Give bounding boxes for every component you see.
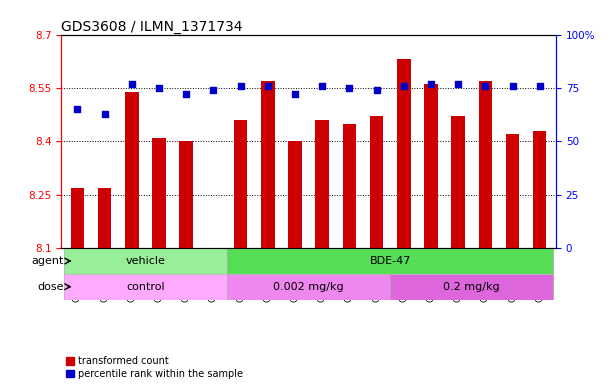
Bar [227, 274, 390, 300]
Point [263, 83, 273, 89]
Point [208, 87, 218, 93]
Bar [343, 124, 356, 248]
Legend: transformed count, percentile rank within the sample: transformed count, percentile rank withi… [66, 356, 243, 379]
Bar [98, 188, 111, 248]
Point [453, 81, 463, 87]
Text: vehicle: vehicle [125, 256, 166, 266]
Text: 0.002 mg/kg: 0.002 mg/kg [273, 282, 344, 292]
Text: GDS3608 / ILMN_1371734: GDS3608 / ILMN_1371734 [61, 20, 243, 33]
Point [399, 83, 409, 89]
Bar [261, 81, 274, 248]
Text: BDE-47: BDE-47 [370, 256, 411, 266]
Point [535, 83, 544, 89]
Text: agent: agent [31, 256, 64, 266]
Point [371, 87, 381, 93]
Point [127, 81, 137, 87]
Bar [370, 116, 383, 248]
Text: control: control [126, 282, 165, 292]
Bar [452, 116, 465, 248]
Bar [125, 91, 139, 248]
Bar [478, 81, 492, 248]
Point [345, 85, 354, 91]
Bar [152, 138, 166, 248]
Point [236, 83, 246, 89]
Bar [533, 131, 546, 248]
Bar [180, 141, 193, 248]
Text: dose: dose [37, 282, 64, 292]
Bar [424, 84, 437, 248]
Bar [71, 188, 84, 248]
Bar [64, 248, 227, 274]
Point [480, 83, 490, 89]
Bar [288, 141, 302, 248]
Bar [390, 274, 554, 300]
Bar [506, 134, 519, 248]
Bar [315, 120, 329, 248]
Point [100, 111, 109, 117]
Bar [397, 60, 411, 248]
Bar [64, 274, 227, 300]
Point [181, 91, 191, 98]
Point [73, 106, 82, 113]
Point [508, 83, 518, 89]
Point [290, 91, 300, 98]
Text: 0.2 mg/kg: 0.2 mg/kg [444, 282, 500, 292]
Point [426, 81, 436, 87]
Bar [234, 120, 247, 248]
Point [317, 83, 327, 89]
Bar [227, 248, 554, 274]
Point [154, 85, 164, 91]
